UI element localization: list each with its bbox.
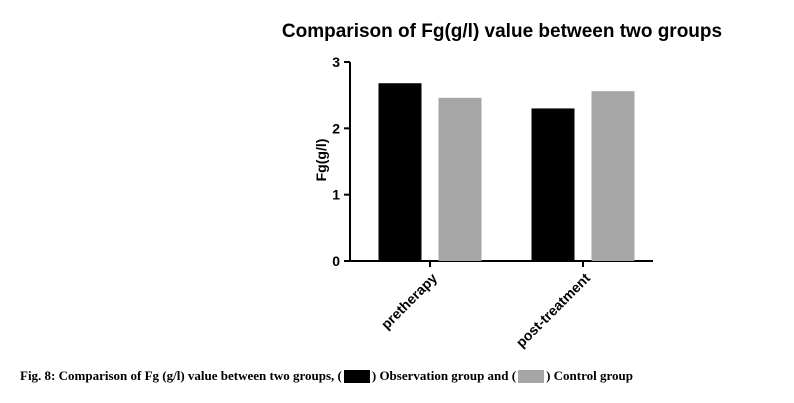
bar-observation-0 (378, 83, 422, 261)
chart-title: Comparison of Fg(g/l) value between two … (282, 21, 722, 42)
caption-prefix: Fig. 8: Comparison of Fg (g/l) value bet… (20, 368, 342, 383)
y-axis-label: Fg(g/l) (313, 139, 329, 182)
y-tick-label: 2 (332, 120, 340, 136)
plot-area: 0 1 2 3 pretherapy post-treatment (332, 54, 653, 350)
figure-caption: Fig. 8: Comparison of Fg (g/l) value bet… (20, 368, 633, 384)
bar-control-1 (591, 91, 635, 261)
bar-observation-1 (531, 108, 575, 261)
x-tick-label: pretherapy (378, 270, 441, 333)
y-tick-label: 3 (332, 54, 340, 70)
control-swatch (518, 369, 545, 383)
y-tick-label: 1 (332, 187, 340, 203)
y-tick-label: 0 (332, 253, 340, 269)
bar-control-0 (438, 97, 482, 261)
x-tick-label: post-treatment (513, 270, 594, 351)
caption-middle: ) Observation group and ( (371, 368, 517, 383)
observation-swatch (343, 369, 370, 383)
caption-suffix: ) Control group (546, 368, 634, 383)
